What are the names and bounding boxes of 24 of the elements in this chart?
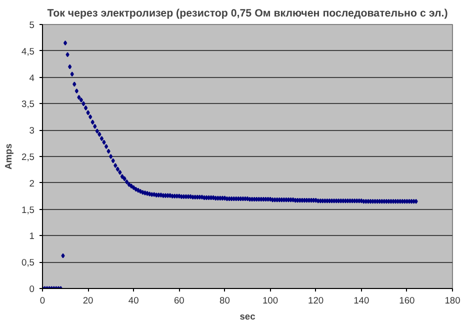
x-tick-label: 40 [128,296,139,306]
x-tick-label: 160 [399,296,415,306]
y-tick-label: 3 [29,126,35,136]
y-tick-label: 2,5 [22,152,34,162]
x-axis-title: sec [240,312,256,322]
x-tick-label: 20 [82,296,94,306]
x-tick-label: 120 [308,296,324,306]
chart-title: Ток через электролизер (резистор 0,75 Ом включен последовательно с эл.) [47,8,448,20]
x-tick-label: 60 [174,296,184,306]
y-tick-label: 3,5 [22,99,34,110]
x-tick-label: 140 [354,296,370,306]
y-tick-label: 4,5 [22,46,34,56]
y-tick-label: 0,5 [22,258,34,268]
x-tick-label: 100 [262,296,278,306]
y-tick-label: 1,5 [22,204,34,215]
y-tick-label: 1 [29,231,35,242]
y-tick-label: 2 [29,178,35,188]
y-axis-title: Amps [4,144,14,170]
y-tick-label: 5 [29,20,35,30]
y-tick-label: 0 [29,284,35,294]
x-tick-label: 0 [40,296,46,306]
x-tick-label: 80 [220,296,230,306]
y-tick-label: 4 [29,72,35,83]
x-tick-label: 180 [444,296,460,306]
